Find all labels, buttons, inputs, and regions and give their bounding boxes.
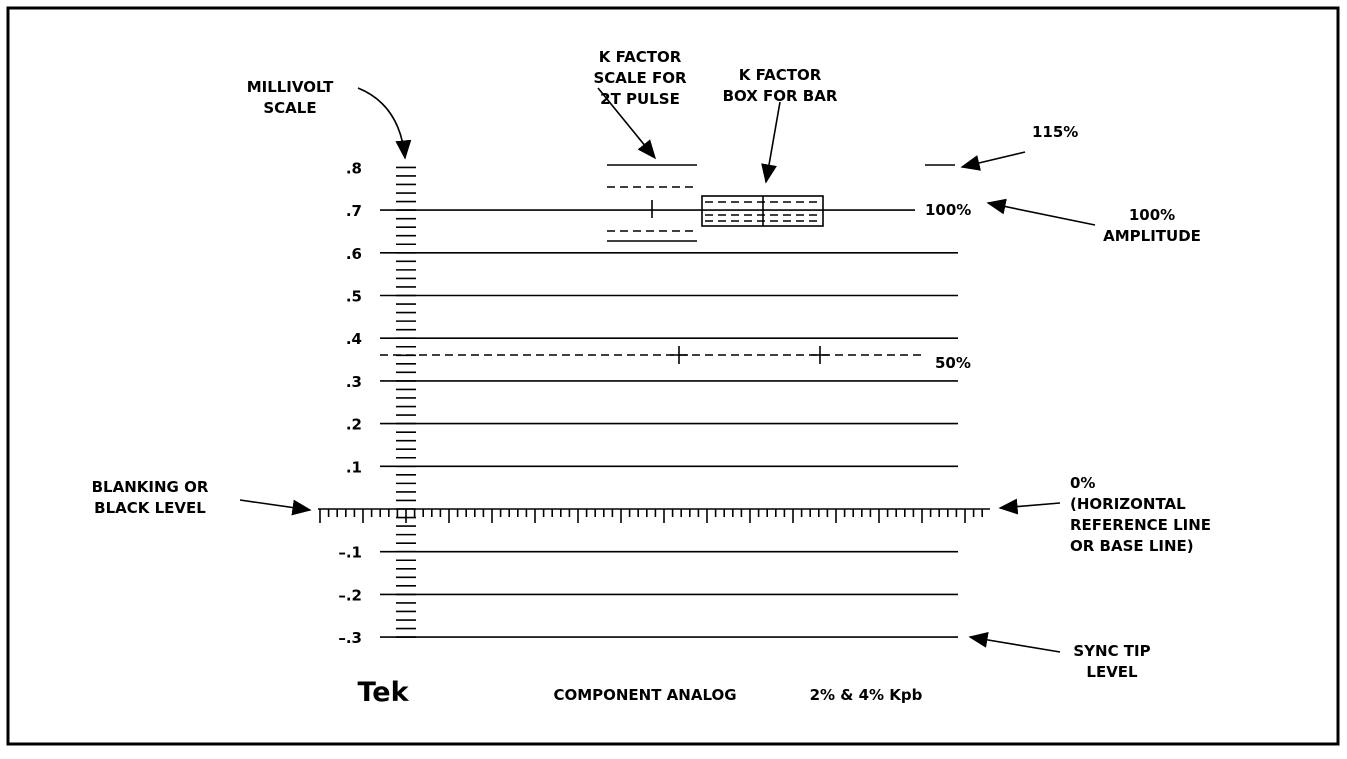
brand: Tek	[357, 677, 409, 708]
annotation: BLACK LEVEL	[94, 499, 206, 517]
label-50: 50%	[935, 354, 971, 372]
annotation: AMPLITUDE	[1103, 227, 1201, 245]
scale-label: .3	[346, 373, 362, 391]
scale-label: .8	[346, 159, 362, 177]
annotation: K FACTOR	[739, 66, 822, 84]
scale-label: –.3	[338, 629, 362, 647]
arrow	[597, 87, 657, 160]
arrow	[357, 87, 412, 160]
annotation: SCALE	[263, 99, 316, 117]
annotation: 100%	[1129, 206, 1175, 224]
arrow	[968, 632, 1061, 653]
scale-label: .2	[346, 416, 362, 434]
k-factor-note: 2% & 4% Kpb	[810, 686, 923, 704]
label-115: 115%	[1032, 123, 1078, 141]
annotation: 0%	[1070, 474, 1095, 492]
frame	[6, 6, 1340, 746]
annotation: SYNC TIP	[1073, 642, 1150, 660]
annotation: K FACTOR	[599, 48, 682, 66]
scale-label: .6	[346, 245, 362, 263]
annotation: SCALE FOR	[594, 69, 687, 87]
scale-label: .1	[346, 458, 362, 476]
scale-label: .5	[346, 288, 362, 306]
annotation: OR BASE LINE)	[1070, 537, 1194, 555]
annotation: MILLIVOLT	[247, 78, 334, 96]
arrow	[986, 198, 1096, 226]
arrow	[239, 499, 312, 516]
scale-label: –.1	[338, 544, 362, 562]
arrow	[998, 498, 1061, 515]
arrow	[761, 101, 781, 184]
scale-label: .4	[346, 330, 362, 348]
annotation: BOX FOR BAR	[723, 87, 838, 105]
annotation: 2T PULSE	[600, 90, 680, 108]
annotation: (HORIZONTAL	[1070, 495, 1186, 513]
annotation: LEVEL	[1086, 663, 1138, 681]
graticule-name: COMPONENT ANALOG	[553, 686, 736, 704]
scale-label: .7	[346, 202, 362, 220]
graticule-lines	[318, 166, 990, 638]
arrow	[960, 151, 1026, 171]
annotation: BLANKING OR	[92, 478, 209, 496]
label-100: 100%	[925, 201, 971, 219]
scale-label: –.2	[338, 586, 362, 604]
annotation: REFERENCE LINE	[1070, 516, 1211, 534]
